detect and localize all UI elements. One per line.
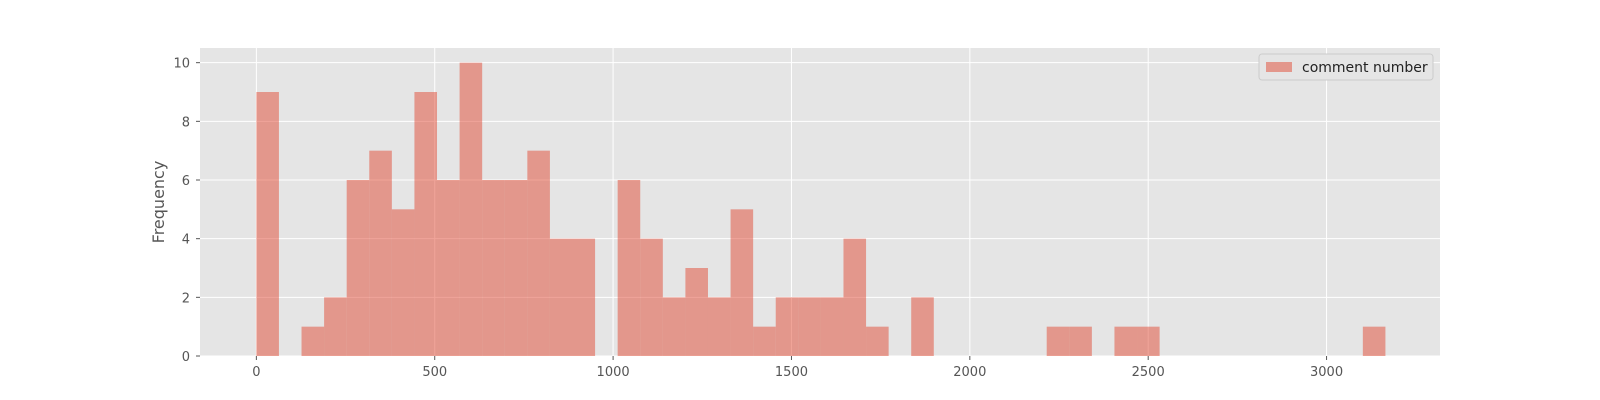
histogram-bar (798, 297, 821, 356)
histogram-bar (549, 238, 573, 356)
y-tick-label: 4 (182, 233, 190, 248)
histogram-bar (911, 297, 934, 356)
histogram-bar (504, 180, 528, 356)
histogram-bar (301, 326, 325, 356)
histogram-bar (572, 238, 596, 356)
legend-box (1258, 53, 1434, 81)
histogram-bar (346, 180, 370, 356)
y-tick-label: 0 (182, 350, 190, 365)
x-tick-label: 2500 (1132, 365, 1165, 380)
x-tick-label: 3000 (1310, 365, 1343, 380)
x-tick-label: 500 (422, 365, 447, 380)
y-axis-ticks: 0 2 4 6 8 10 (173, 57, 200, 365)
histogram-bar (685, 268, 708, 356)
histogram-bar (640, 238, 663, 356)
histogram-bar (617, 180, 641, 356)
legend: comment number (1258, 53, 1434, 81)
histogram-bar (775, 297, 799, 356)
histogram-bar (1362, 326, 1386, 356)
y-tick-label: 8 (182, 115, 190, 130)
y-tick-label: 10 (173, 57, 190, 72)
y-tick-label: 2 (182, 291, 190, 306)
histogram-bar (391, 209, 415, 356)
histogram-bar (1114, 326, 1138, 356)
histogram-bar (1046, 326, 1070, 356)
histogram-bar (414, 92, 438, 356)
histogram-bar (662, 297, 686, 356)
x-tick-label: 1000 (597, 365, 630, 380)
histogram-bar (324, 297, 347, 356)
histogram-bar (369, 150, 392, 356)
x-tick-label: 0 (252, 365, 260, 380)
histogram-bar (256, 92, 279, 356)
histogram-bar (866, 326, 889, 356)
histogram-bar (730, 209, 754, 356)
histogram-bars (256, 62, 1386, 357)
histogram-bar (437, 180, 460, 356)
legend-label: comment number (1302, 60, 1428, 76)
x-tick-label: 1500 (775, 365, 808, 380)
histogram-bar (843, 238, 867, 356)
histogram-bar (707, 297, 731, 356)
histogram-bar (527, 150, 550, 356)
histogram-bar (1137, 326, 1160, 356)
histogram-bar (482, 180, 505, 356)
x-axis-ticks: 0 500 1000 1500 2000 2500 3000 (252, 356, 1343, 380)
legend-swatch (1266, 62, 1292, 72)
histogram-bar (459, 62, 483, 357)
histogram-bar (1069, 326, 1092, 356)
x-tick-label: 2000 (953, 365, 986, 380)
y-axis-label: Frequency (149, 161, 168, 244)
y-tick-label: 6 (182, 174, 190, 189)
histogram-bar (820, 297, 844, 356)
histogram-bar (753, 326, 776, 356)
